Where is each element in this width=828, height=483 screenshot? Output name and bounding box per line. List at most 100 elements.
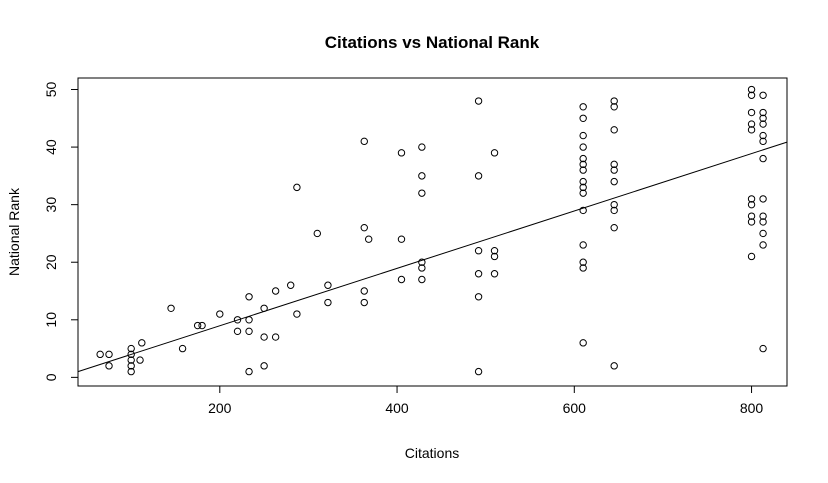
data-point [324,298,332,307]
data-point [610,223,618,232]
x-axis: 200 400 600 800 [208,385,764,416]
y-tick-label: 10 [43,312,59,328]
data-point [233,316,242,324]
data-point [579,339,587,347]
y-tick-label: 40 [43,139,59,155]
data-point [474,367,483,376]
data-point [610,206,618,215]
data-point [610,166,618,174]
data-point [216,310,224,318]
data-point [579,206,587,215]
data-point [759,229,767,238]
y-axis: 0 10 20 30 40 50 [43,82,79,381]
data-point [127,350,135,359]
data-point [610,126,618,134]
x-tick-label: 400 [385,400,409,416]
data-point [490,247,499,255]
data-point [360,287,368,295]
data-point [759,195,767,203]
data-point [579,114,587,122]
data-point [747,108,756,117]
y-tick-label: 50 [43,82,59,98]
data-point [747,212,756,220]
data-point [397,275,406,284]
data-point [418,172,426,180]
y-tick-label: 30 [43,197,59,213]
data-point [360,137,368,146]
data-point [397,149,406,157]
data-point [759,344,767,353]
data-point [105,362,113,370]
data-point [271,333,280,341]
data-point [127,356,135,364]
data-point [474,172,483,180]
data-point [747,195,756,203]
data-point [127,367,135,376]
data-point [759,114,767,122]
data-point [759,137,767,146]
data-point [313,229,321,238]
data-point [418,264,426,272]
data-point [418,258,426,266]
data-point [193,321,202,330]
data-point [579,241,587,249]
data-point [579,131,587,140]
data-point [579,183,587,192]
data-point [759,120,767,128]
plot-frame [77,77,788,387]
data-point [245,293,253,301]
data-point [579,264,587,272]
data-point [198,321,206,330]
data-point [360,223,368,232]
data-point [579,166,587,174]
data-point [474,97,483,105]
x-tick-label: 600 [563,400,587,416]
data-point [397,235,406,243]
data-point [759,91,767,99]
data-point [178,344,187,353]
data-point [579,177,587,186]
data-point [759,131,767,140]
data-point [271,287,280,295]
data-point [490,149,499,157]
data-point [136,356,144,364]
data-point [127,362,135,370]
data-points [96,85,767,376]
data-point [474,270,483,278]
data-point [759,108,767,117]
data-point [105,350,113,359]
data-point [610,362,618,370]
data-point [759,218,767,226]
y-axis-label: National Rank [6,187,22,276]
data-point [759,154,767,163]
data-point [127,344,135,353]
regression-line [77,141,788,373]
data-point [360,298,368,307]
data-point [96,350,104,359]
data-point [747,91,756,99]
data-point [287,281,295,289]
data-point [579,154,587,163]
data-point [759,212,767,220]
data-point [579,143,587,151]
data-point [747,252,756,261]
x-tick-label: 200 [208,400,232,416]
data-point [245,367,253,376]
data-point [747,200,756,209]
data-point [747,126,756,134]
data-point [418,143,426,151]
data-point [610,103,618,111]
data-point [293,310,301,318]
data-point [490,270,499,278]
data-point [418,189,426,197]
y-tick-label: 0 [43,373,59,381]
data-point [293,183,301,192]
data-point [759,241,767,249]
data-point [579,103,587,111]
data-point [233,327,242,336]
x-axis-label: Citations [405,445,459,461]
data-point [260,333,268,341]
data-point [138,339,146,347]
x-tick-label: 800 [740,400,764,416]
